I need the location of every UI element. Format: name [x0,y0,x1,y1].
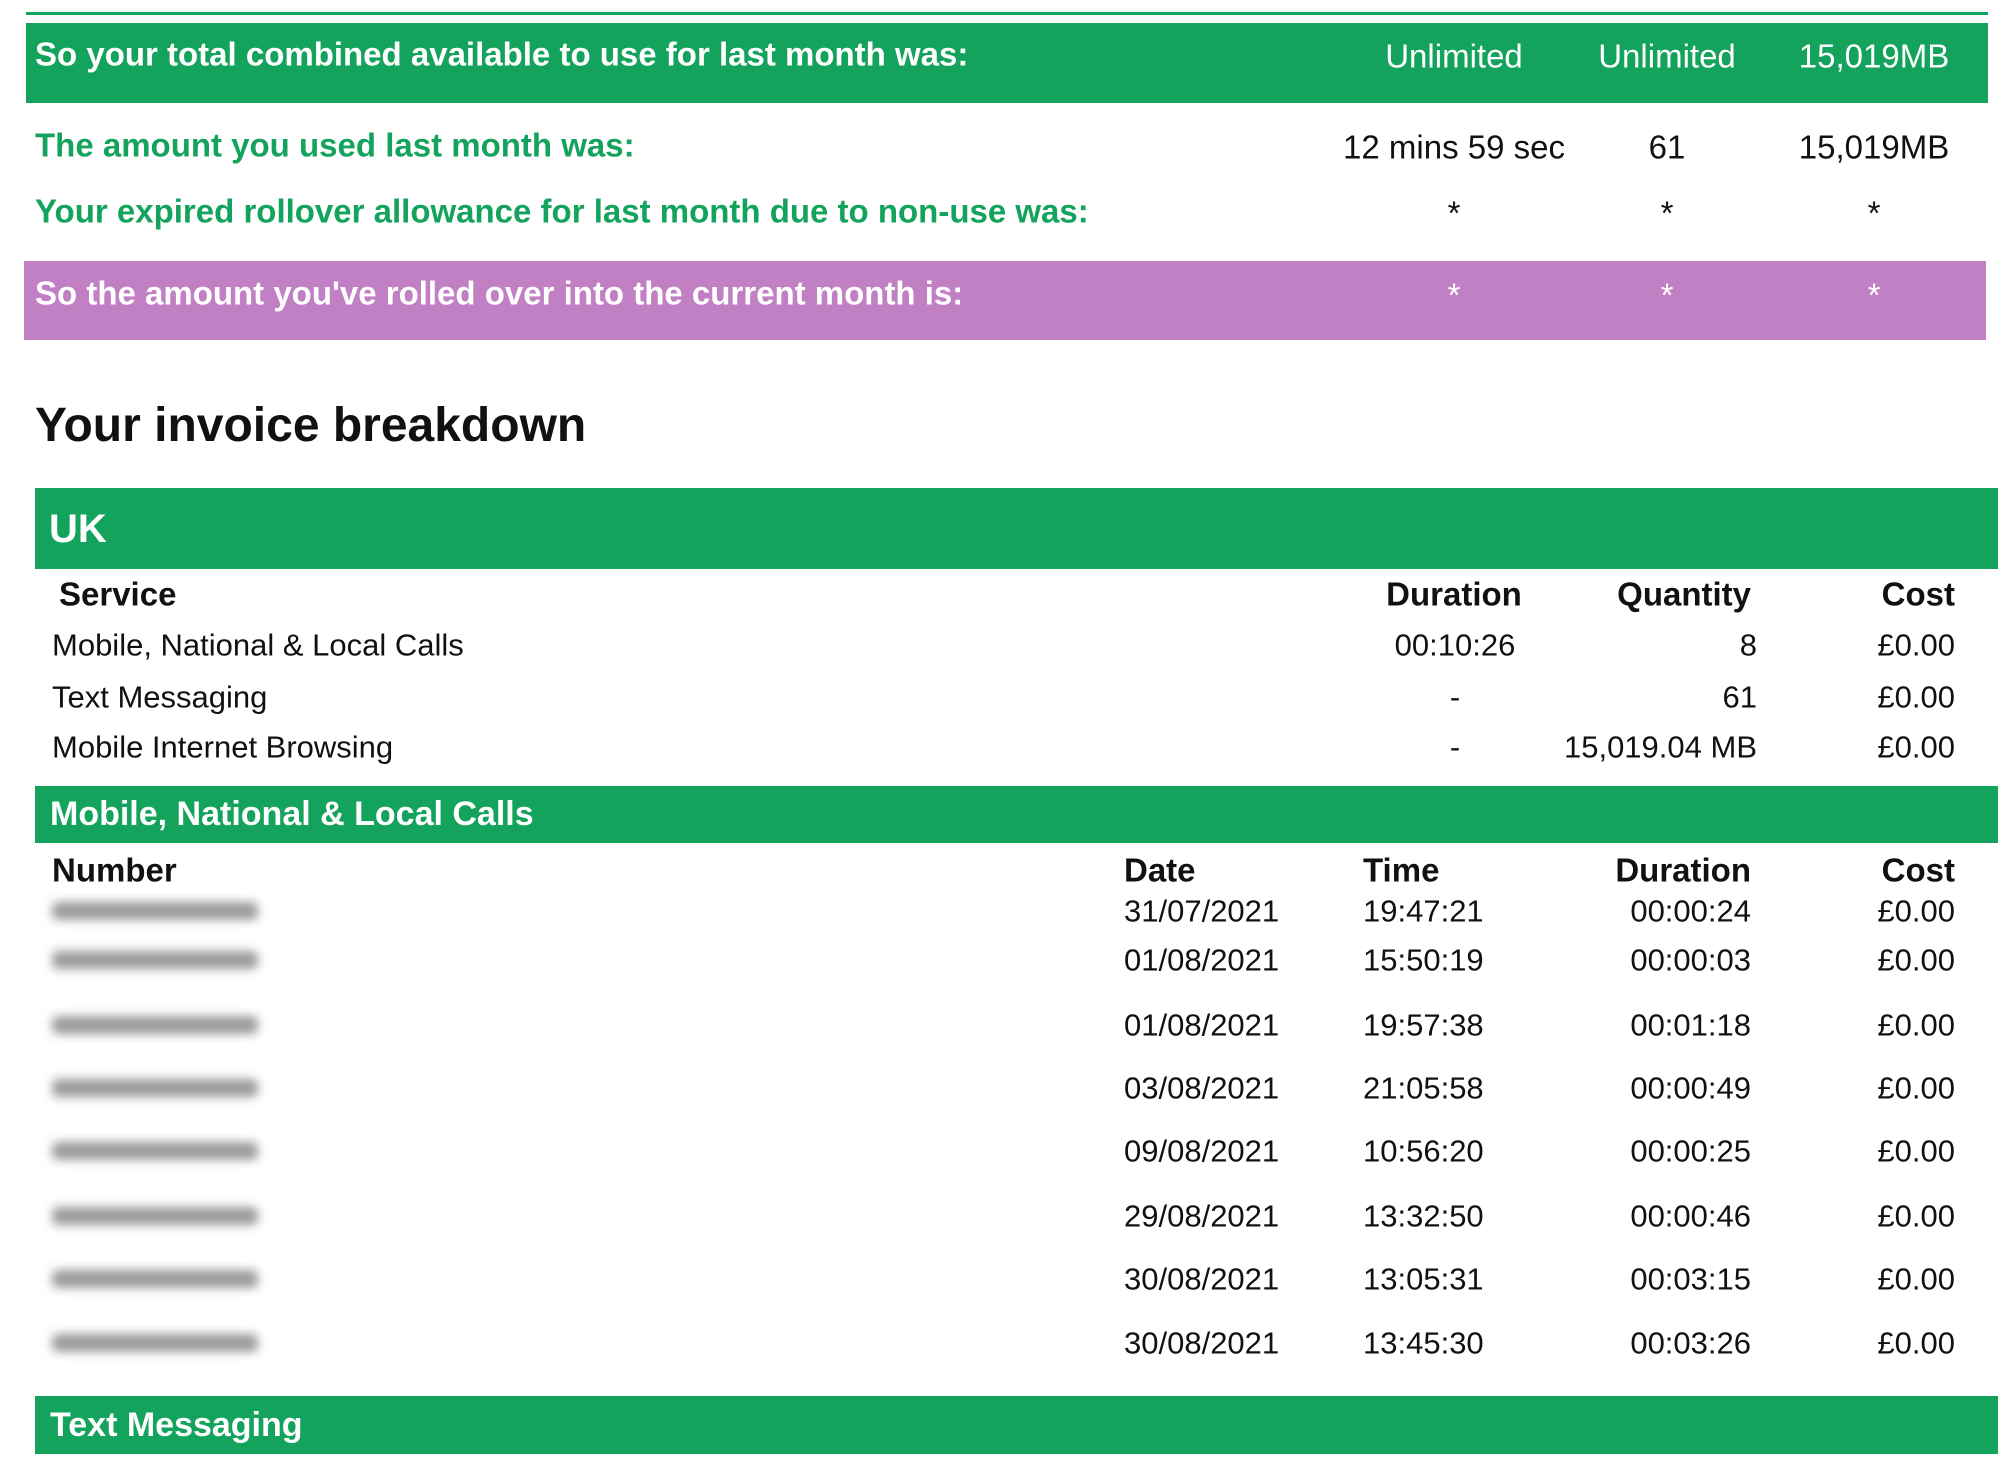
call-cell: 30/08/2021 [1124,1325,1280,1361]
call-cell: £0.00 [1877,942,1955,978]
summary-value: * [1867,276,1881,314]
texts-title: Text Messaging [50,1406,303,1444]
summary-value: * [1660,276,1674,314]
column-header: Quantity [1617,575,1751,613]
column-header: Duration [1386,575,1522,613]
service-cell: Text Messaging [52,679,268,715]
call-cell: 21:05:58 [1363,1070,1484,1106]
call-cell: £0.00 [1877,1261,1955,1297]
summary-value: * [1867,194,1881,232]
redacted-number [52,1334,258,1352]
summary-value: * [1447,276,1461,314]
column-header: Cost [1881,575,1955,613]
column-header: Date [1124,851,1196,889]
summary-value: Unlimited [1385,37,1523,75]
service-cell: 00:10:26 [1394,627,1516,663]
summary-value: * [1660,194,1674,232]
service-cell: £0.00 [1877,679,1955,715]
redacted-number [52,1016,258,1034]
call-cell: 30/08/2021 [1124,1261,1280,1297]
summary-value: 12 mins 59 sec [1343,128,1565,166]
call-cell: 29/08/2021 [1124,1198,1280,1234]
column-header: Time [1363,851,1440,889]
call-cell: 19:47:21 [1363,893,1484,929]
call-cell: 00:01:18 [1630,1007,1751,1043]
call-cell: £0.00 [1877,1133,1955,1169]
service-cell: Mobile, National & Local Calls [52,627,464,663]
call-cell: 00:03:15 [1630,1261,1751,1297]
call-cell: 00:00:46 [1630,1198,1751,1234]
call-cell: 09/08/2021 [1124,1133,1280,1169]
service-cell: - [1449,729,1461,765]
call-cell: 03/08/2021 [1124,1070,1280,1106]
call-cell: 00:00:03 [1630,942,1751,978]
call-cell: £0.00 [1877,1007,1955,1043]
column-header: Duration [1615,851,1751,889]
redacted-number [52,1079,258,1097]
call-cell: 10:56:20 [1363,1133,1484,1169]
summary-total-bar [26,23,1988,103]
redacted-number [52,1270,258,1288]
call-cell: 31/07/2021 [1124,893,1280,929]
call-cell: 15:50:19 [1363,942,1484,978]
summary-value: Unlimited [1598,37,1736,75]
section-title: Your invoice breakdown [35,399,587,452]
summary-value: * [1447,194,1461,232]
calls-bar [35,786,1998,843]
call-cell: £0.00 [1877,1325,1955,1361]
redacted-number [52,902,258,920]
summary-label: So your total combined available to use … [35,35,969,73]
calls-title: Mobile, National & Local Calls [50,795,534,833]
call-cell: 00:00:25 [1630,1133,1751,1169]
service-cell: - [1449,679,1461,715]
summary-label: The amount you used last month was: [35,126,635,164]
uk-bar [35,488,1998,569]
summary-label: Your expired rollover allowance for last… [35,192,1089,230]
redacted-number [52,1207,258,1225]
summary-rollover-bar [24,261,1986,340]
service-cell: 8 [1739,627,1757,663]
call-cell: 13:32:50 [1363,1198,1484,1234]
call-cell: 01/08/2021 [1124,1007,1280,1043]
call-cell: £0.00 [1877,1198,1955,1234]
column-header: Number [52,851,177,889]
summary-value: 15,019MB [1798,128,1950,166]
service-cell: Mobile Internet Browsing [52,729,394,765]
call-cell: £0.00 [1877,893,1955,929]
call-cell: 19:57:38 [1363,1007,1484,1043]
summary-value: 61 [1648,128,1686,166]
call-cell: 13:45:30 [1363,1325,1484,1361]
top-rule [26,12,1988,15]
column-header: Cost [1881,851,1955,889]
texts-bar [35,1396,1998,1454]
uk-title: UK [49,507,107,551]
summary-value: 15,019MB [1798,37,1950,75]
call-cell: 00:00:24 [1630,893,1751,929]
call-cell: 13:05:31 [1363,1261,1484,1297]
redacted-number [52,1142,258,1160]
summary-label: So the amount you've rolled over into th… [35,274,964,312]
call-cell: 01/08/2021 [1124,942,1280,978]
call-cell: £0.00 [1877,1070,1955,1106]
service-cell: 15,019.04 MB [1563,729,1757,765]
service-cell: 61 [1722,679,1757,715]
redacted-number [52,951,258,969]
column-header: Service [59,575,177,613]
service-cell: £0.00 [1877,729,1955,765]
call-cell: 00:00:49 [1630,1070,1751,1106]
call-cell: 00:03:26 [1630,1325,1751,1361]
service-cell: £0.00 [1877,627,1955,663]
